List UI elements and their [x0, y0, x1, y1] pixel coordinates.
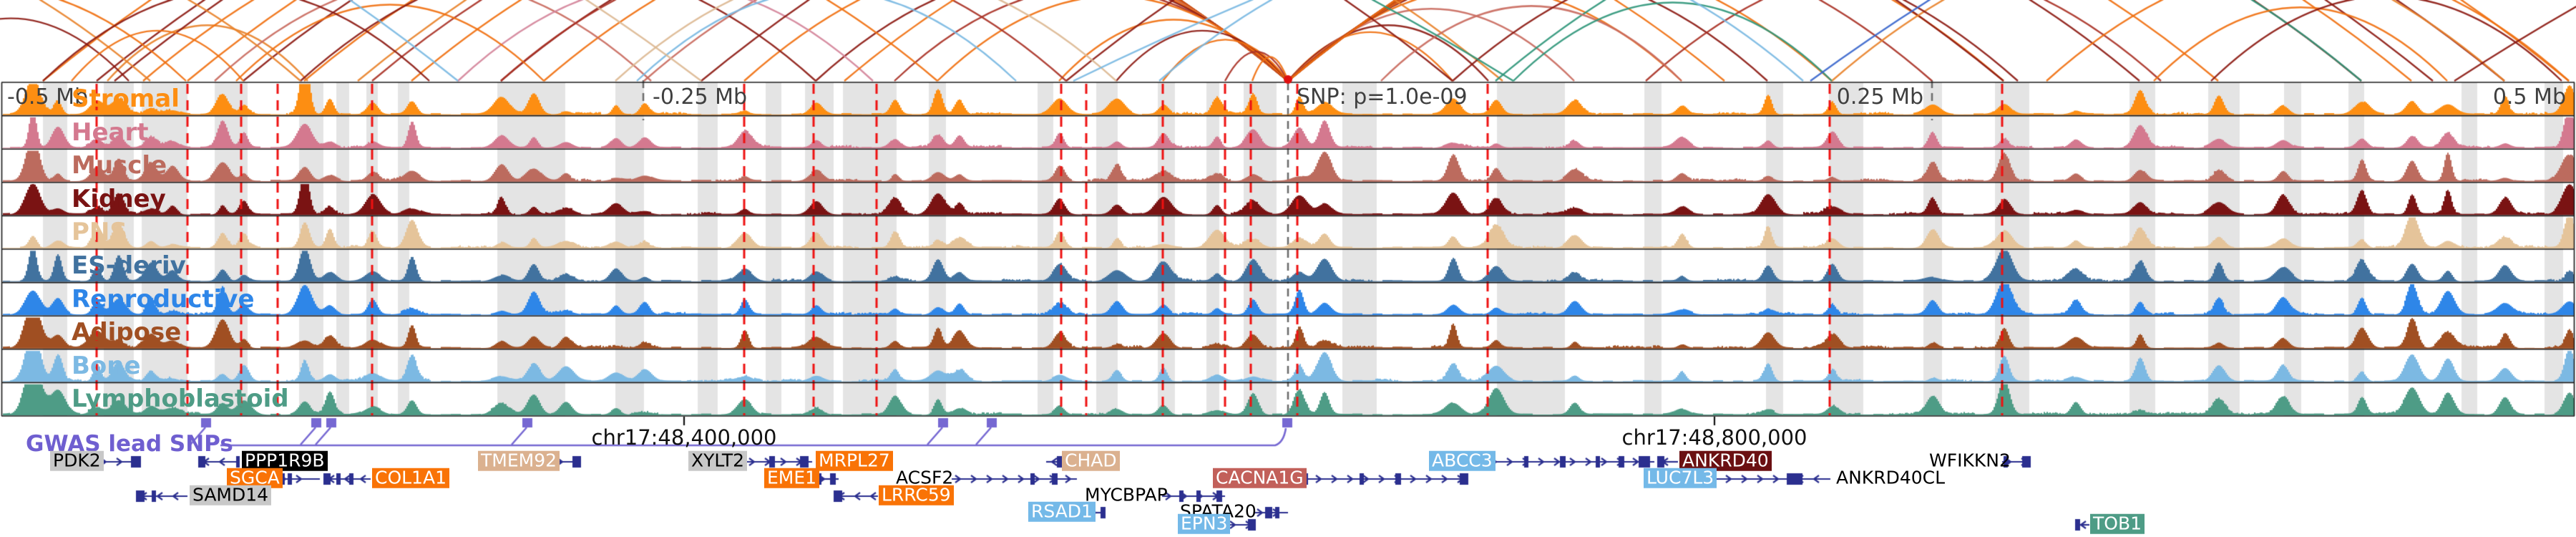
coordinate-label-left: chr17:48,400,000	[591, 425, 777, 450]
gene-label-pdk2[interactable]: PDK2	[50, 450, 104, 471]
track-label-muscle: Muscle	[72, 151, 167, 180]
gene-label-tmem92[interactable]: TMEM92	[478, 450, 560, 471]
gene-label-eme1[interactable]: EME1	[764, 468, 820, 488]
axis-label-left: -0.5 Mb	[7, 84, 88, 110]
gene-label-ankrd40[interactable]: ANKRD40	[1679, 450, 1772, 471]
gene-label-chad[interactable]: CHAD	[1062, 450, 1120, 471]
gene-label-sgca[interactable]: SGCA	[227, 468, 283, 488]
track-label-es-deriv: ES-deriv	[72, 251, 186, 280]
coordinate-label-right: chr17:48,800,000	[1621, 425, 1807, 450]
track-label-stromal: Stromal	[72, 84, 180, 113]
gene-label-ankrd40cl[interactable]: ANKRD40CL	[1836, 467, 1946, 488]
gene-label-ppp1r9b[interactable]: PPP1R9B	[242, 450, 328, 471]
track-label-heart: Heart	[72, 117, 149, 147]
track-label-reproductive: Reproductive	[72, 284, 255, 314]
gene-label-wfikkn2[interactable]: WFIKKN2	[1929, 450, 2011, 471]
snp-pvalue-label: SNP: p=1.0e-09	[1297, 84, 1468, 110]
track-label-kidney: Kidney	[72, 184, 166, 213]
track-label-adipose: Adipose	[72, 318, 182, 347]
gene-label-epn3[interactable]: EPN3	[1178, 513, 1231, 534]
gene-label-cacna1g[interactable]: CACNA1G	[1213, 468, 1307, 488]
gene-label-abcc3[interactable]: ABCC3	[1429, 450, 1496, 471]
track-label-lymphoblastoid: Lymphoblastoid	[72, 384, 289, 414]
gene-label-rsad1[interactable]: RSAD1	[1028, 501, 1096, 522]
gene-label-tob1[interactable]: TOB1	[2090, 513, 2145, 534]
gene-label-lrrc59[interactable]: LRRC59	[879, 485, 954, 505]
gene-label-xylt2[interactable]: XYLT2	[688, 450, 748, 471]
axis-label-quarter-right: 0.25 Mb	[1836, 84, 1923, 110]
gene-label-acsf2[interactable]: ACSF2	[896, 467, 954, 488]
gene-label-mycbpap[interactable]: MYCBPAP	[1085, 484, 1168, 505]
gene-label-col1a1[interactable]: COL1A1	[372, 468, 449, 488]
gene-label-samd14[interactable]: SAMD14	[190, 485, 272, 505]
gene-label-luc7l3[interactable]: LUC7L3	[1644, 468, 1717, 488]
axis-label-quarter-left: -0.25 Mb	[653, 84, 748, 110]
track-label-pns: PNS	[72, 218, 127, 247]
track-label-bone: Bone	[72, 351, 141, 380]
axis-label-right: 0.5 Mb	[2492, 84, 2566, 110]
gene-label-mrpl27[interactable]: MRPL27	[816, 450, 893, 471]
